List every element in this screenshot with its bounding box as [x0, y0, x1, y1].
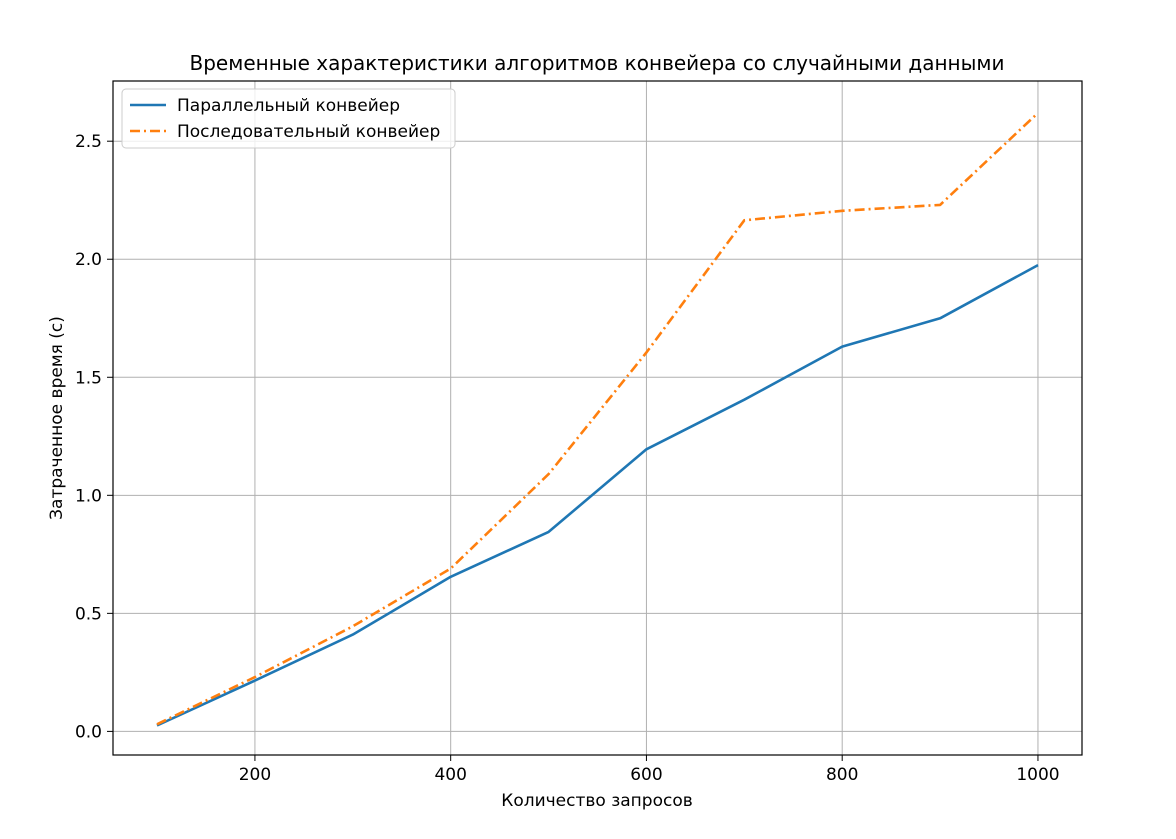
- series-line-2: [156, 111, 1039, 726]
- y-axis-label: Затраченное время (с): [47, 316, 67, 520]
- x-axis-label: Количество запросов: [501, 791, 693, 811]
- x-tick-label: 400: [434, 765, 466, 785]
- y-tick-label: 0.0: [75, 722, 102, 742]
- x-tick-label: 1000: [1016, 765, 1059, 785]
- y-tick-label: 1.5: [75, 368, 102, 388]
- y-tick-label: 0.5: [75, 604, 102, 624]
- series-line-1: [156, 263, 1039, 727]
- y-tick-label: 2.0: [75, 250, 102, 270]
- legend: Параллельный конвейер Последовательный ко…: [121, 88, 456, 149]
- legend-box: [121, 88, 456, 149]
- legend-label: Параллельный конвейер: [177, 96, 400, 116]
- x-tick-label: 600: [630, 765, 662, 785]
- plot-frame: [112, 80, 1083, 756]
- legend-label: Последовательный конвейер: [177, 122, 440, 142]
- plot-background: [113, 81, 1082, 755]
- axis-ticks: 200 400 600 800 1000 0.0 0.5 1.0 1.5 2.0 2.5: [75, 132, 1060, 785]
- chart-title: Временные характеристики алгоритмов конв…: [190, 51, 1005, 75]
- y-tick-label: 2.5: [75, 132, 102, 152]
- series-lines: [156, 111, 1039, 727]
- x-tick-label: 800: [826, 765, 858, 785]
- y-tick-label: 1.0: [75, 486, 102, 506]
- x-tick-label: 200: [239, 765, 271, 785]
